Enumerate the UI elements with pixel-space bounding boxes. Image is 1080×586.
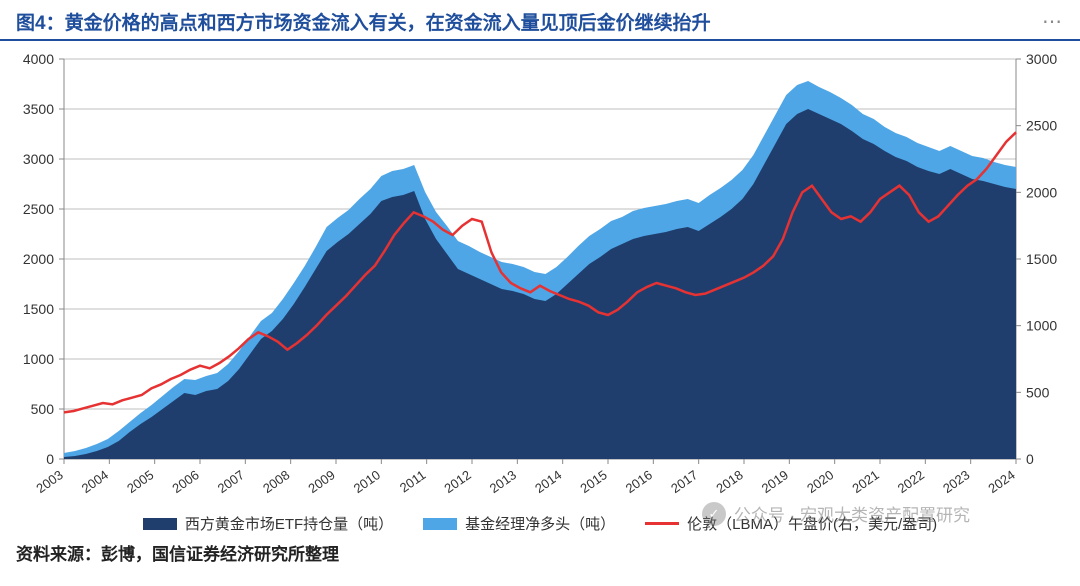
legend-item-etf: 西方黄金市场ETF持仓量（吨） <box>143 513 393 534</box>
legend-swatch-etf <box>143 518 177 530</box>
svg-text:3500: 3500 <box>23 101 54 117</box>
svg-text:2016: 2016 <box>623 467 655 496</box>
svg-text:2013: 2013 <box>487 467 519 496</box>
svg-text:2003: 2003 <box>33 467 65 496</box>
svg-text:2018: 2018 <box>713 467 745 496</box>
legend-label-etf: 西方黄金市场ETF持仓量（吨） <box>185 513 393 534</box>
svg-text:2005: 2005 <box>124 467 156 496</box>
legend-label-netlong: 基金经理净多头（吨） <box>465 513 615 534</box>
source-text: 资料来源：彭博，国信证券经济研究所整理 <box>0 534 1080 565</box>
svg-text:1000: 1000 <box>23 351 54 367</box>
svg-text:2011: 2011 <box>397 467 429 495</box>
legend-item-netlong: 基金经理净多头（吨） <box>423 513 615 534</box>
svg-text:2019: 2019 <box>759 467 791 496</box>
chart-svg: 0 500 1000 1500 2000 2500 3000 3500 4000 0 500 1000… <box>16 49 1064 509</box>
watermark: ✓ 公众号 · 宏观大类资产配置研究 <box>702 501 970 526</box>
svg-text:2004: 2004 <box>79 467 111 496</box>
svg-text:2024: 2024 <box>985 467 1017 496</box>
svg-text:2023: 2023 <box>940 467 972 496</box>
svg-text:2014: 2014 <box>532 467 564 496</box>
svg-text:2007: 2007 <box>215 467 247 496</box>
svg-text:2012: 2012 <box>441 467 473 496</box>
more-icon[interactable]: ⋯ <box>1042 9 1064 34</box>
svg-text:1000: 1000 <box>1026 318 1057 334</box>
svg-text:4000: 4000 <box>23 51 54 67</box>
wechat-icon: ✓ <box>702 502 726 526</box>
svg-text:0: 0 <box>46 451 54 467</box>
svg-text:2010: 2010 <box>351 467 383 496</box>
svg-text:3000: 3000 <box>23 151 54 167</box>
svg-text:2009: 2009 <box>305 467 337 496</box>
svg-text:2020: 2020 <box>804 467 836 496</box>
legend-swatch-lbma <box>645 522 679 525</box>
svg-text:1500: 1500 <box>23 301 54 317</box>
chart-title: 图4：黄金价格的高点和西方市场资金流入有关，在资金流入量见顶后金价继续抬升 <box>16 8 711 35</box>
svg-text:1500: 1500 <box>1026 251 1057 267</box>
svg-text:2015: 2015 <box>577 467 609 496</box>
svg-text:500: 500 <box>31 401 55 417</box>
svg-text:2006: 2006 <box>169 467 201 496</box>
chart-area: 0 500 1000 1500 2000 2500 3000 3500 4000 0 500 1000… <box>16 49 1064 509</box>
svg-text:2017: 2017 <box>668 467 700 496</box>
svg-text:2500: 2500 <box>23 201 54 217</box>
svg-text:2500: 2500 <box>1026 118 1057 134</box>
svg-text:2000: 2000 <box>23 251 54 267</box>
watermark-text: 公众号 · 宏观大类资产配置研究 <box>734 501 970 526</box>
svg-text:2000: 2000 <box>1026 184 1057 200</box>
legend-swatch-netlong <box>423 518 457 530</box>
svg-text:0: 0 <box>1026 451 1034 467</box>
chart-title-row: 图4：黄金价格的高点和西方市场资金流入有关，在资金流入量见顶后金价继续抬升 ⋯ <box>0 0 1080 41</box>
svg-text:500: 500 <box>1026 384 1050 400</box>
svg-text:2008: 2008 <box>260 467 292 496</box>
svg-text:3000: 3000 <box>1026 51 1057 67</box>
svg-text:2022: 2022 <box>895 467 927 496</box>
svg-text:2021: 2021 <box>849 467 881 496</box>
